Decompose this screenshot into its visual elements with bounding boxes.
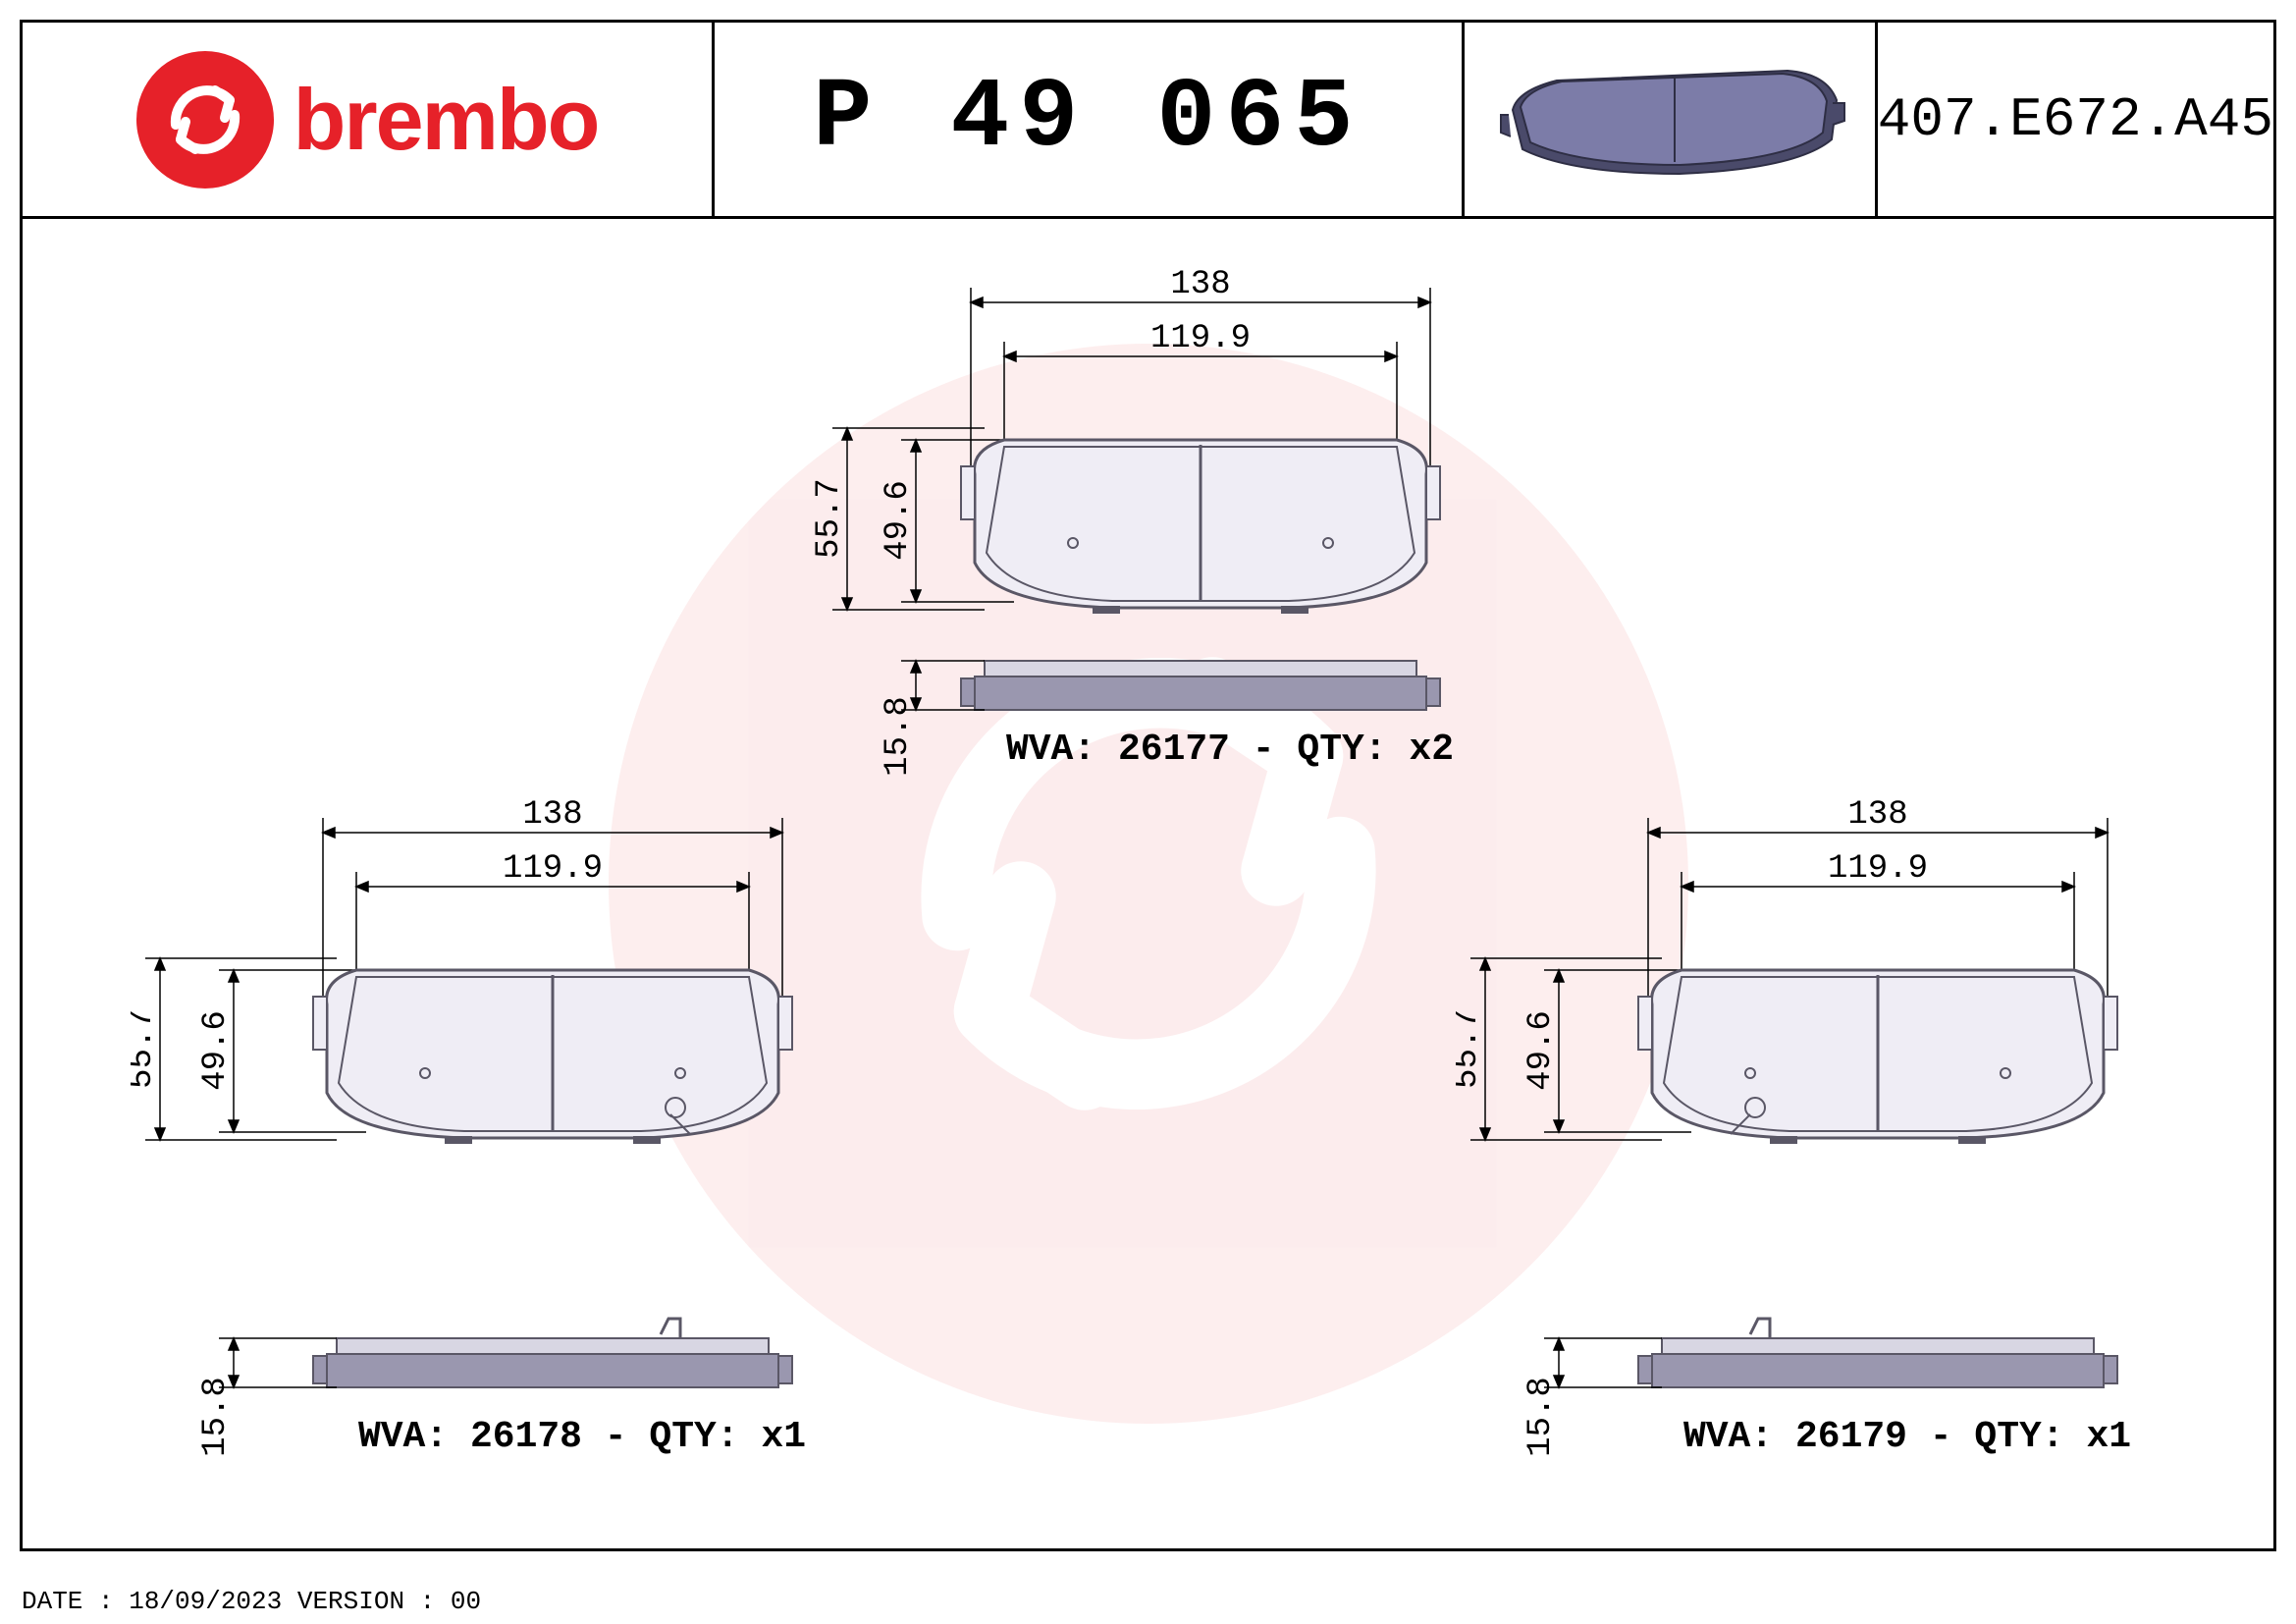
- logo-cell: brembo: [23, 23, 715, 216]
- wva-label: WVA: 26177 - QTY: x2: [1006, 729, 1454, 771]
- pad-side-icon: [961, 661, 1440, 710]
- dim-width-friction: 119.9: [1150, 320, 1251, 357]
- pad-side-icon: [1638, 1319, 2117, 1387]
- dim-width-overall: 138: [1170, 266, 1230, 303]
- dim-height-overall: 55.7: [811, 478, 848, 559]
- ref-code-cell: 407.E672.A45: [1878, 23, 2273, 216]
- brembo-roundel-icon: [136, 51, 274, 189]
- dim-width-overall: 138: [522, 796, 582, 834]
- pad-view-left: 138 119.9 55.7: [131, 788, 916, 1520]
- pad-front-icon: [313, 970, 792, 1144]
- pad-view-right: 138 119.9 55.7: [1456, 788, 2241, 1520]
- dim-width-friction: 119.9: [503, 850, 603, 888]
- dim-height-overall: 55.7: [131, 1008, 161, 1089]
- brand-wordmark: brembo: [294, 70, 599, 170]
- part-number-cell: P 49 065: [715, 23, 1465, 216]
- pad-view-top: 138 119.9: [778, 258, 1564, 793]
- pad-front-icon: [961, 440, 1440, 614]
- reference-code: 407.E672.A45: [1878, 88, 2273, 151]
- drawing-body: 138 119.9: [23, 219, 2273, 1548]
- wva-label: WVA: 26178 - QTY: x1: [358, 1416, 806, 1458]
- dim-thickness: 15.8: [197, 1377, 235, 1457]
- title-block: brembo P 49 065: [23, 23, 2273, 219]
- pad-side-icon: [313, 1319, 792, 1387]
- brake-pad-iso-icon: [1483, 41, 1856, 198]
- dim-width-overall: 138: [1847, 796, 1907, 834]
- dim-thickness: 15.8: [880, 696, 917, 777]
- dim-width-friction: 119.9: [1828, 850, 1928, 888]
- iso-thumbnail-cell: [1465, 23, 1878, 216]
- dim-height-friction: 49.6: [197, 1010, 235, 1091]
- part-number: P 49 065: [813, 64, 1362, 175]
- pad-front-icon: [1638, 970, 2117, 1144]
- dim-thickness: 15.8: [1522, 1377, 1560, 1457]
- page: brembo P 49 065: [0, 0, 2296, 1624]
- dim-height-overall: 55.7: [1456, 1008, 1486, 1089]
- dim-height-friction: 49.6: [880, 480, 917, 561]
- brembo-logo: brembo: [136, 51, 599, 189]
- dim-height-friction: 49.6: [1522, 1010, 1560, 1091]
- footer-date-version: DATE : 18/09/2023 VERSION : 00: [22, 1587, 481, 1616]
- wva-label: WVA: 26179 - QTY: x1: [1683, 1416, 2131, 1458]
- drawing-frame: brembo P 49 065: [20, 20, 2276, 1551]
